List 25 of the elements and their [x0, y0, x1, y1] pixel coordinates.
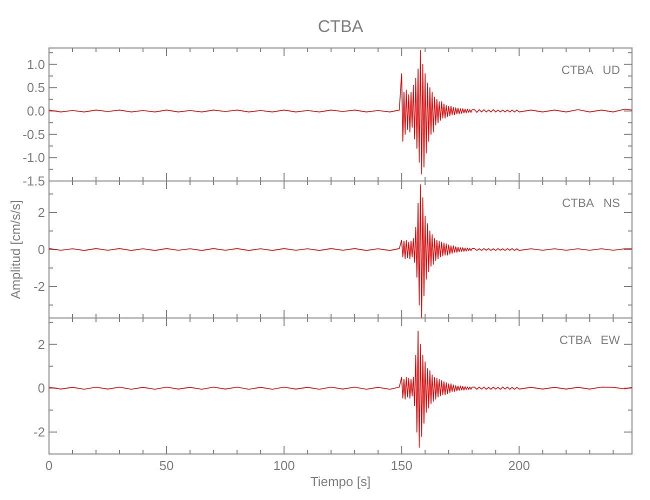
line-series — [49, 50, 632, 174]
x-axis-title: Tiempo [s] — [310, 474, 371, 489]
text: CTBA EW — [559, 333, 621, 347]
y-tick-label: 2 — [38, 336, 45, 352]
text: CTBA NS — [562, 196, 620, 210]
y-tick-label: -1.5 — [22, 174, 45, 188]
x-tick-label: 50 — [159, 458, 174, 473]
line-series — [49, 184, 632, 318]
y-tick-label: 0 — [38, 380, 45, 396]
y-tick-label: 2 — [38, 204, 45, 220]
chart-title: CTBA — [318, 17, 364, 36]
y-tick-label: -1.0 — [22, 150, 45, 166]
line-series — [49, 330, 632, 448]
text: CTBA UD — [561, 63, 620, 77]
y-axis-title: Amplitud [cm/s/s] — [8, 200, 23, 299]
y-tick-label: 0.5 — [26, 80, 45, 96]
x-tick-label: 100 — [273, 458, 295, 473]
y-tick-label: 1.0 — [26, 56, 45, 72]
y-tick-label: -0.5 — [22, 126, 45, 142]
y-tick-label: 0 — [38, 242, 45, 257]
x-tick-label: 150 — [390, 458, 412, 473]
x-tick-label: 200 — [508, 458, 530, 473]
y-tick-label: 0.0 — [26, 104, 45, 118]
y-tick-label: -2 — [33, 424, 45, 440]
y-tick-label: -2 — [33, 279, 45, 294]
